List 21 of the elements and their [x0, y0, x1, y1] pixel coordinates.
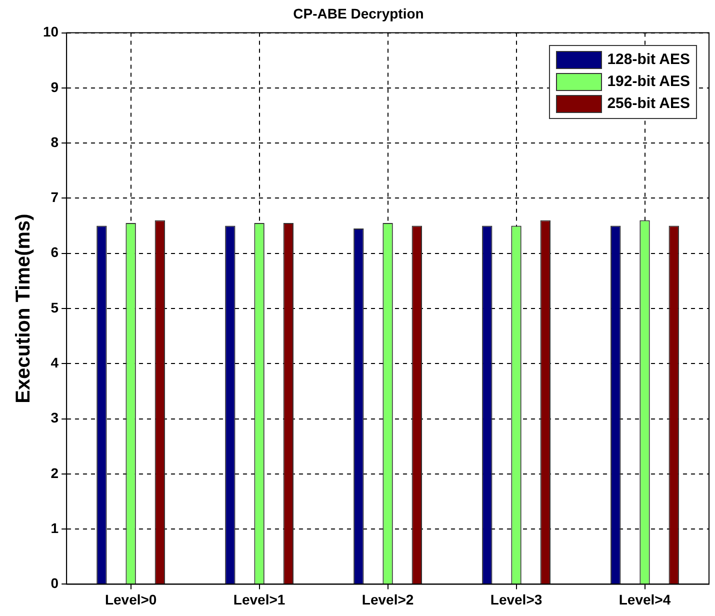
y-tick-label: 8: [50, 134, 59, 150]
y-tick-label: 1: [50, 520, 59, 536]
y-tick-label: 0: [50, 575, 59, 592]
x-tick-label: Level>2: [362, 591, 414, 608]
y-tick-label: 10: [42, 24, 59, 40]
x-tick-label: Level>1: [233, 591, 286, 608]
y-tick-label: 5: [50, 299, 59, 316]
y-tick-label: 6: [50, 244, 59, 260]
y-axis-title: Execution Time(ms): [12, 214, 35, 404]
legend-label: 192-bit AES: [607, 73, 690, 90]
y-tick-label: 3: [50, 410, 59, 426]
y-tick-label: 7: [50, 189, 59, 206]
x-tick-label: Level>0: [104, 591, 157, 608]
legend-label: 256-bit AES: [607, 95, 690, 112]
chart-title: CP-ABE Decryption: [293, 5, 424, 22]
legend-label: 128-bit AES: [607, 51, 690, 68]
y-tick-label: 4: [50, 354, 59, 370]
y-tick-label: 2: [50, 464, 59, 481]
x-tick-label: Level>3: [490, 591, 542, 608]
x-tick-label: Level>4: [618, 591, 671, 608]
y-tick-label: 9: [50, 78, 59, 95]
